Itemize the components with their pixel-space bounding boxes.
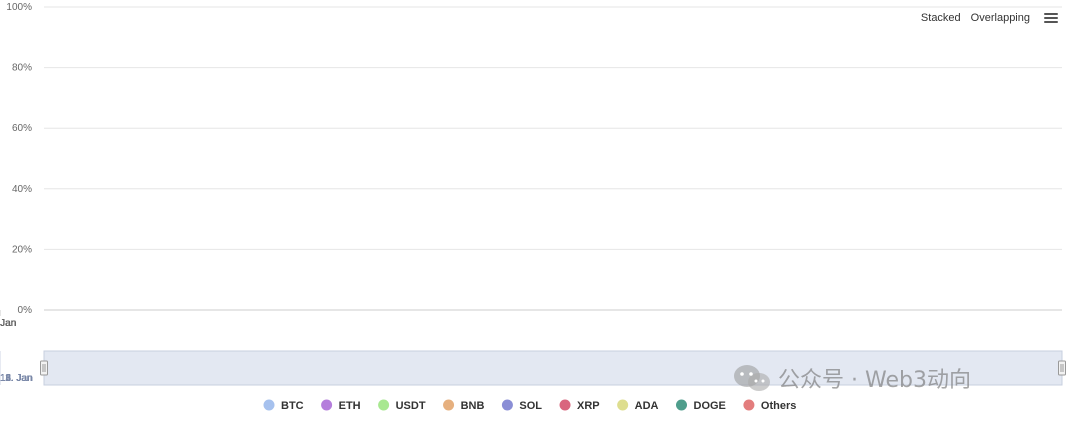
legend-symbol (501, 399, 513, 411)
x-tick-label: 13. Jan (0, 318, 16, 329)
y-tick-label: 60% (12, 123, 32, 134)
legend: BTC ETH USDT BNB SOL XRP ADA DOGE Others (263, 399, 796, 413)
y-tick-label: 20% (12, 244, 32, 255)
navigator-tick-label: 13. Jan (0, 373, 33, 384)
x-tick-label: 16. Jan (0, 318, 16, 329)
legend-label: ADA (635, 400, 659, 412)
legend-item-doge[interactable]: DOGE (676, 399, 726, 413)
wechat-icon (732, 363, 772, 393)
navigator-tick-label: 16. Jan (0, 373, 33, 384)
stacked-button[interactable]: Stacked (920, 12, 961, 24)
y-tick-label: 0% (18, 305, 33, 316)
hamburger-menu-icon[interactable] (1044, 13, 1058, 23)
legend-item-ada[interactable]: ADA (617, 399, 659, 413)
legend-symbol (743, 399, 755, 411)
navigator-tick-label: 11. Jan (0, 373, 32, 384)
legend-item-bnb[interactable]: BNB (443, 399, 485, 413)
legend-label: XRP (577, 400, 600, 412)
legend-label: BTC (281, 400, 304, 412)
legend-symbol (559, 399, 571, 411)
legend-item-sol[interactable]: SOL (501, 399, 542, 413)
legend-label: ETH (339, 400, 361, 412)
legend-symbol (321, 399, 333, 411)
navigator-tick-label: 15. Jan (0, 373, 33, 384)
y-tick-label: 80% (12, 63, 32, 74)
legend-label: USDT (396, 400, 426, 412)
navigator-mask[interactable] (43, 350, 1063, 386)
y-axis: 0% 20% 40% 60% 80% 100% (6, 2, 32, 316)
watermark-text: 公众号 · Web3动向 (778, 368, 971, 393)
y-tick-label: 40% (12, 184, 32, 195)
grid-lines (44, 6, 1062, 311)
navigator-handle-right[interactable] (1058, 360, 1066, 376)
legend-item-eth[interactable]: ETH (321, 399, 361, 413)
legend-symbol (443, 399, 455, 411)
legend-symbol (263, 399, 275, 411)
x-tick-label: 12. Jan (0, 318, 16, 329)
legend-symbol (676, 399, 687, 411)
legend-item-btc[interactable]: BTC (263, 399, 304, 413)
legend-label: Others (761, 400, 796, 412)
legend-symbol (617, 399, 629, 411)
navigator-tick-label: 14. Jan (0, 373, 33, 384)
watermark: 公众号 · Web3动向 (732, 362, 971, 394)
legend-label: DOGE (694, 400, 726, 412)
legend-label: SOL (519, 400, 542, 412)
legend-item-usdt[interactable]: USDT (378, 399, 426, 413)
legend-label: BNB (461, 400, 485, 412)
x-tick-label: 11. Jan (0, 318, 16, 329)
legend-symbol (378, 399, 390, 411)
chart-toolbar: Stacked Overlapping (916, 10, 1062, 26)
x-tick-label: 14. Jan (0, 318, 16, 329)
navigator-tick-label: 12. Jan (0, 373, 33, 384)
y-tick-label: 100% (6, 2, 32, 13)
x-tick-label: 15. Jan (0, 318, 16, 329)
navigator-handle-left[interactable] (40, 360, 48, 376)
legend-item-others[interactable]: Others (743, 399, 796, 413)
legend-item-xrp[interactable]: XRP (559, 399, 600, 413)
overlapping-button[interactable]: Overlapping (970, 12, 1030, 24)
